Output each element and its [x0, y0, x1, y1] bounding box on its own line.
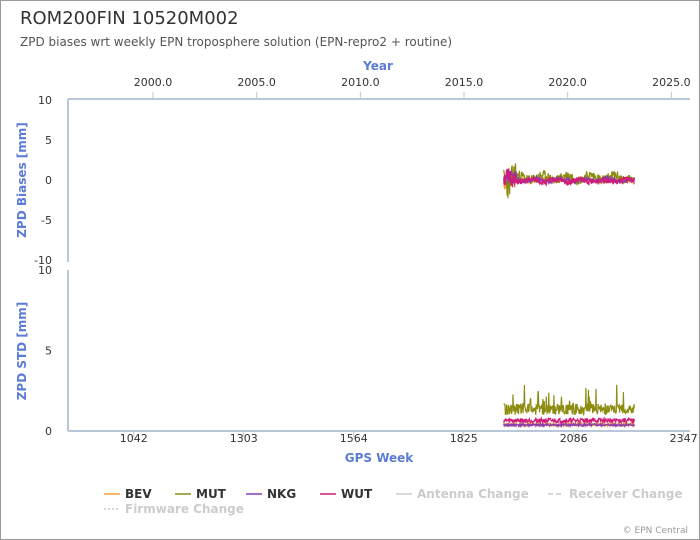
year-axis-title: Year: [362, 59, 393, 73]
std-series-mut: [503, 384, 635, 416]
gps-week-tick-label: 1825: [450, 432, 478, 445]
year-axis: 2000.0 2005.0 2010.0 2015.0 2020.0 2025.0: [134, 76, 691, 99]
std-panel: 10 5 0 1042 1303 1564 1825 2086 2347 ZPD STD [m…: [15, 264, 698, 465]
year-tick-label: 2010.0: [341, 76, 380, 89]
legend-item-antenna-change[interactable]: Antenna Change: [396, 487, 529, 501]
chart-subtitle: ZPD biases wrt weekly EPN troposphere so…: [20, 35, 452, 49]
bias-panel: Year 2000.0 2005.0 2010.0 2015.0 2020.0 2025.…: [15, 59, 691, 267]
gps-week-tick-label: 1564: [340, 432, 368, 445]
credit-text: © EPN Central: [623, 526, 688, 536]
bias-series-wut: [503, 167, 635, 188]
legend-label: WUT: [341, 487, 373, 501]
legend-item-bev[interactable]: BEV: [104, 487, 152, 501]
year-tick-label: 2005.0: [237, 76, 276, 89]
gps-week-axis-title: GPS Week: [345, 451, 415, 465]
bias-y-tick-label: -5: [41, 214, 52, 227]
chart-title: ROM200FIN 10520M002: [20, 8, 239, 29]
year-tick-label: 2025.0: [652, 76, 691, 89]
legend-label: NKG: [267, 487, 296, 501]
std-y-axis-title: ZPD STD [mm]: [15, 302, 29, 401]
std-y-tick-label: 5: [45, 345, 52, 358]
std-series-nkg: [503, 421, 635, 429]
bias-series-group: [503, 163, 635, 199]
bias-y-axis: 10 5 0 -5 -10: [34, 94, 52, 267]
gps-week-tick-label: 2347: [670, 432, 698, 445]
gps-week-tick-label: 1303: [230, 432, 258, 445]
legend-item-firmware-change[interactable]: Firmware Change: [104, 502, 244, 516]
legend-item-receiver-change[interactable]: Receiver Change: [548, 487, 683, 501]
legend-label: Receiver Change: [569, 487, 683, 501]
std-series-group: [503, 384, 635, 429]
std-y-tick-label: 10: [38, 264, 52, 277]
bias-y-tick-label: 0: [45, 174, 52, 187]
legend: BEV MUT NKG WUT Antenna Change Receiver Chang…: [104, 487, 683, 516]
legend-label: MUT: [196, 487, 227, 501]
bias-y-tick-label: 10: [38, 94, 52, 107]
legend-item-mut[interactable]: MUT: [175, 487, 227, 501]
year-tick-label: 2020.0: [548, 76, 587, 89]
std-y-tick-label: 0: [45, 425, 52, 438]
std-y-axis: 10 5 0: [38, 264, 52, 438]
year-tick-label: 2000.0: [134, 76, 173, 89]
legend-label: Firmware Change: [125, 502, 244, 516]
legend-label: Antenna Change: [417, 487, 529, 501]
legend-item-nkg[interactable]: NKG: [246, 487, 296, 501]
bias-y-tick-label: -10: [34, 254, 52, 267]
gps-week-tick-label: 2086: [560, 432, 588, 445]
legend-item-wut[interactable]: WUT: [320, 487, 373, 501]
gps-week-axis: 1042 1303 1564 1825 2086 2347: [120, 431, 698, 445]
bias-y-axis-title: ZPD Biases [mm]: [15, 122, 29, 238]
bias-y-tick-label: 5: [45, 134, 52, 147]
std-series-wut: [503, 415, 635, 425]
year-tick-label: 2015.0: [445, 76, 484, 89]
legend-label: BEV: [125, 487, 152, 501]
gps-week-tick-label: 1042: [120, 432, 148, 445]
